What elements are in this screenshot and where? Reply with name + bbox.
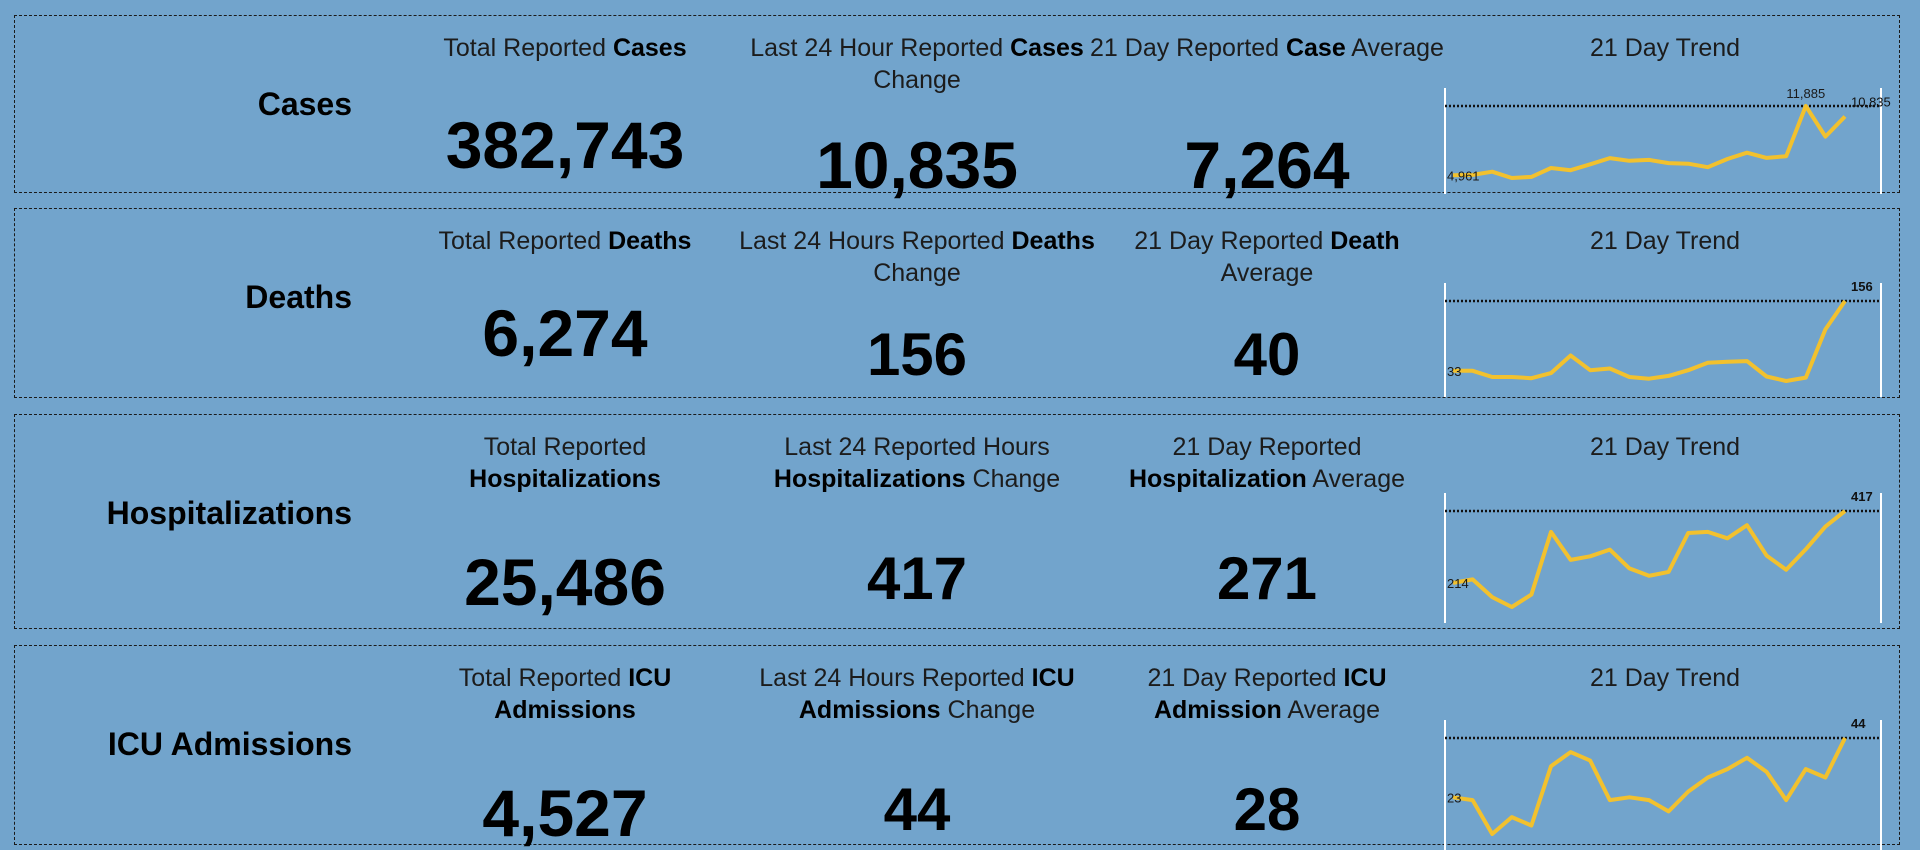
chart-title: 21 Day Trend xyxy=(1445,431,1885,463)
kpi-heading: Total Reported Cases xyxy=(385,32,745,64)
kpi-heading: 21 Day Reported Hospitalization Average xyxy=(1087,431,1447,495)
kpi-heading: 21 Day Reported Case Average xyxy=(1087,32,1447,64)
cases-kpi-1: Total Reported Cases 382,743 xyxy=(385,32,745,190)
deaths-kpi-2: Last 24 Hours Reported Deaths Change 156 xyxy=(737,225,1097,395)
chart-title: 21 Day Trend xyxy=(1445,225,1885,257)
kpi-heading: 21 Day Reported ICU Admission Average xyxy=(1087,662,1447,726)
kpi-heading-bold: Cases xyxy=(1010,34,1084,62)
kpi-heading-pre: 21 Day Reported xyxy=(1090,34,1286,62)
data-label-max: 11,885 xyxy=(1786,86,1825,101)
kpi-heading-pre: Last 24 Hours Reported xyxy=(759,664,1031,692)
kpi-heading-pre: Last 24 Hours Reported xyxy=(739,227,1011,255)
kpi-heading: Total Reported ICU Admissions xyxy=(385,662,745,726)
kpi-value: 417 xyxy=(737,549,1097,609)
kpi-value: 156 xyxy=(737,325,1097,385)
kpi-heading-bold: Cases xyxy=(613,34,687,62)
kpi-value: 7,264 xyxy=(1087,132,1447,198)
series-line xyxy=(1453,106,1845,178)
chart-title: 21 Day Trend xyxy=(1445,32,1885,64)
series-line xyxy=(1453,511,1845,607)
row-label: Cases xyxy=(258,86,352,123)
deaths-kpi-1: Total Reported Deaths 6,274 xyxy=(385,225,745,395)
kpi-heading-bold: Hospitalizations xyxy=(469,465,661,493)
kpi-value: 25,486 xyxy=(385,549,745,615)
chart-title: 21 Day Trend xyxy=(1445,662,1885,694)
kpi-heading-post: Change xyxy=(941,696,1036,724)
kpi-value: 28 xyxy=(1087,780,1447,840)
kpi-heading: Last 24 Hour Reported Cases Change xyxy=(737,32,1097,96)
kpi-value: 10,835 xyxy=(737,132,1097,198)
kpi-heading-post: Change xyxy=(873,66,961,94)
kpi-heading: Last 24 Reported Hours Hospitalizations … xyxy=(737,431,1097,495)
kpi-value: 6,274 xyxy=(385,300,745,366)
row-label: Deaths xyxy=(245,279,352,316)
kpi-heading-pre: Total Reported xyxy=(484,433,647,461)
series-line xyxy=(1453,301,1845,381)
kpi-heading: Total Reported Deaths xyxy=(385,225,745,257)
kpi-heading-post: Average xyxy=(1346,34,1444,62)
icu-kpi-3: 21 Day Reported ICU Admission Average 28 xyxy=(1087,662,1447,842)
hosp-kpi-2: Last 24 Reported Hours Hospitalizations … xyxy=(737,431,1097,626)
icu-panel: ICU Admissions Total Reported ICU Admissi… xyxy=(14,645,1900,845)
kpi-heading-bold: Deaths xyxy=(1012,227,1095,255)
kpi-heading-bold: Death xyxy=(1330,227,1399,255)
kpi-heading-pre: Last 24 Hour Reported xyxy=(750,34,1010,62)
kpi-heading-pre: 21 Day Reported xyxy=(1134,227,1330,255)
kpi-value: 382,743 xyxy=(385,112,745,178)
kpi-heading-post: Average xyxy=(1282,696,1380,724)
kpi-heading-pre: Total Reported xyxy=(443,34,613,62)
deaths-kpi-3: 21 Day Reported Death Average 40 xyxy=(1087,225,1447,395)
kpi-heading: Total Reported Hospitalizations xyxy=(385,431,745,495)
data-label-last: 417 xyxy=(1851,489,1873,504)
kpi-heading-post: Average xyxy=(1221,259,1314,287)
kpi-heading-bold: Hospitalizations xyxy=(774,465,966,493)
kpi-heading-post: Change xyxy=(873,259,961,287)
data-label-first: 4,961 xyxy=(1447,168,1480,183)
kpi-heading-post: Change xyxy=(966,465,1061,493)
data-label-last: 156 xyxy=(1851,279,1873,294)
kpi-heading-pre: Last 24 Reported Hours xyxy=(784,433,1049,461)
kpi-heading-pre: Total Reported xyxy=(459,664,629,692)
kpi-heading-pre: Total Reported xyxy=(439,227,609,255)
kpi-value: 271 xyxy=(1087,549,1447,609)
row-label: ICU Admissions xyxy=(108,726,352,763)
kpi-heading-bold: Case xyxy=(1286,34,1346,62)
data-label-first: 33 xyxy=(1447,364,1461,379)
data-label-last: 10,835 xyxy=(1851,95,1891,110)
data-label-last: 44 xyxy=(1851,716,1866,731)
kpi-value: 40 xyxy=(1087,325,1447,385)
kpi-heading-post: Average xyxy=(1307,465,1405,493)
kpi-heading-bold: Deaths xyxy=(608,227,691,255)
hosp-kpi-1: Total Reported Hospitalizations 25,486 xyxy=(385,431,745,626)
kpi-heading-pre: 21 Day Reported xyxy=(1172,433,1361,461)
data-label-first: 23 xyxy=(1447,790,1461,805)
series-line xyxy=(1453,738,1845,834)
data-label-first: 214 xyxy=(1447,576,1469,591)
kpi-value: 44 xyxy=(737,780,1097,840)
row-label: Hospitalizations xyxy=(107,495,352,532)
kpi-heading-bold: Hospitalization xyxy=(1129,465,1307,493)
icu-kpi-2: Last 24 Hours Reported ICU Admissions Ch… xyxy=(737,662,1097,842)
kpi-heading: Last 24 Hours Reported Deaths Change xyxy=(737,225,1097,289)
kpi-heading: Last 24 Hours Reported ICU Admissions Ch… xyxy=(737,662,1097,726)
kpi-value: 4,527 xyxy=(385,780,745,846)
kpi-heading-pre: 21 Day Reported xyxy=(1147,664,1343,692)
kpi-heading: 21 Day Reported Death Average xyxy=(1087,225,1447,289)
